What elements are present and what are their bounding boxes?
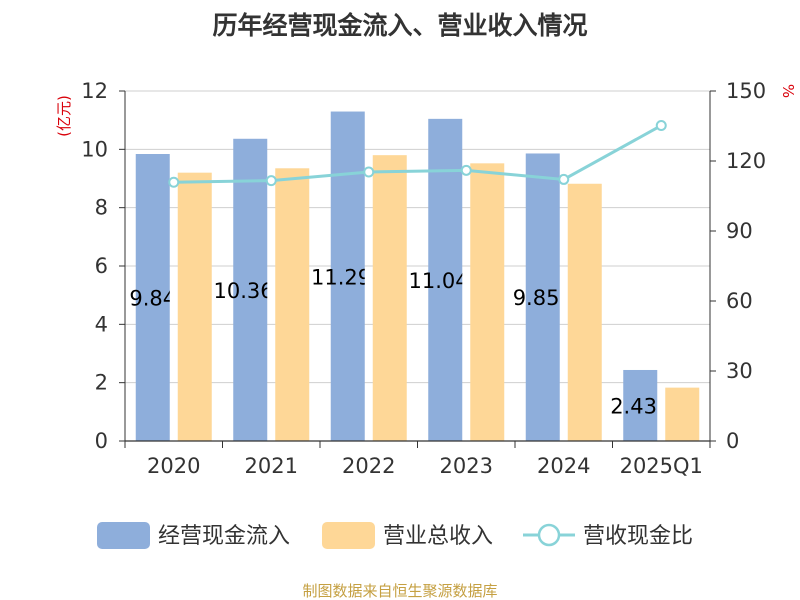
bar-operating-cash-inflow: [330, 111, 365, 442]
ratio-point: [168, 176, 180, 188]
cash-inflow-value-label: 9.858: [513, 286, 573, 310]
cash-inflow-value-label: 9.84: [129, 287, 176, 311]
left-axis-tick-label: 6: [95, 254, 108, 278]
gridlines: [125, 90, 710, 384]
left-axis-tick-label: 2: [95, 371, 108, 395]
right-axis-tick-label: 60: [726, 289, 753, 313]
source-note: 制图数据来自恒生聚源数据库: [302, 582, 497, 600]
left-axis-tick-label: 4: [95, 312, 108, 336]
x-axis-category-label: 2021: [245, 454, 298, 478]
bar-operating-cash-inflow: [623, 369, 658, 441]
left-axis-tick-label: 0: [95, 429, 108, 453]
x-axis-category-label: 2024: [537, 454, 590, 478]
bar-operating-cash-inflow: [428, 118, 463, 442]
left-axis-tick-label: 12: [81, 79, 108, 103]
bar-operating-cash-inflow: [233, 138, 268, 441]
ratio-line-layer: [168, 120, 667, 188]
legend-label-ratio: 营收现金比: [583, 524, 693, 549]
bars: [135, 111, 700, 442]
chart-title: 历年经营现金流入、营业收入情况: [212, 11, 587, 40]
bar-total-revenue: [665, 387, 700, 441]
right-axis-tick-label: 150: [726, 79, 766, 103]
cash-inflow-value-label: 11.045: [409, 269, 482, 293]
cash-inflow-value-label: 2.435: [610, 394, 670, 418]
bar-operating-cash-inflow: [135, 154, 170, 441]
bar-total-revenue: [372, 155, 407, 441]
legend-label-cash-inflow: 经营现金流入: [158, 524, 290, 549]
legend-marker-ratio: [537, 523, 561, 547]
left-axis-tick-label: 10: [81, 137, 108, 161]
left-axis-tick-label: 8: [95, 196, 108, 220]
ratio-point: [460, 164, 472, 176]
ratio-point: [265, 175, 277, 187]
bar-total-revenue: [177, 172, 212, 441]
right-axis-tick-label: 120: [726, 149, 766, 173]
legend: 经营现金流入 营业总收入 营收现金比: [97, 522, 693, 549]
bar-total-revenue: [275, 168, 310, 441]
bar-total-revenue: [470, 163, 505, 442]
bar-operating-cash-inflow: [525, 153, 560, 441]
x-axis-category-label: 2023: [440, 454, 493, 478]
ratio-point: [558, 173, 570, 185]
right-axis-tick-label: 0: [726, 429, 739, 453]
cash-inflow-value-label: 11.296: [311, 265, 384, 289]
right-axis-tick-label: 90: [726, 219, 753, 243]
legend-swatch-cash-inflow: [97, 522, 150, 549]
cash-inflow-value-label: 10.362: [214, 279, 287, 303]
left-axis-unit: (亿元): [55, 95, 73, 137]
ratio-point: [655, 120, 667, 132]
legend-swatch-total-revenue: [322, 522, 375, 549]
x-axis-category-label: 2022: [342, 454, 395, 478]
bar-total-revenue: [567, 183, 602, 441]
ratio-point: [363, 166, 375, 178]
data-labels: 9.84 10.362 11.296 11.045 9.858 2.435: [129, 265, 670, 418]
legend-label-total-revenue: 营业总收入: [383, 524, 493, 549]
x-axis-category-label: 2025Q1: [620, 454, 703, 478]
x-axis-category-label: 2020: [147, 454, 200, 478]
right-axis-tick-label: 30: [726, 359, 753, 383]
ratio-line: [173, 124, 662, 184]
right-axis-unit: %: [779, 84, 797, 98]
